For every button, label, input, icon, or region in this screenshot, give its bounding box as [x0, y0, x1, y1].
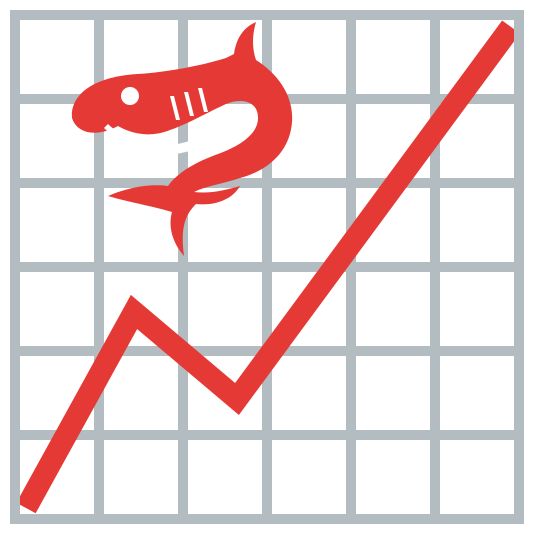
shark-icon — [71, 22, 293, 256]
trend-line-icon — [16, 20, 520, 514]
shark-eye — [121, 87, 139, 105]
grid-frame — [10, 10, 524, 524]
